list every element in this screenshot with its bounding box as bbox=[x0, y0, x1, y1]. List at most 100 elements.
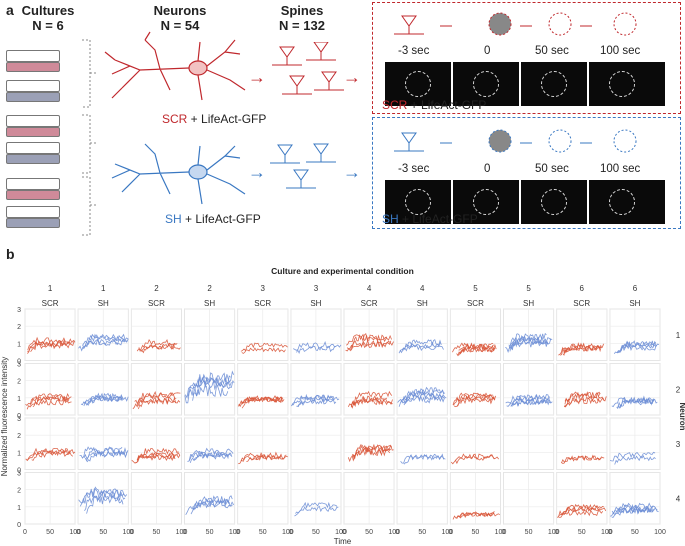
series-line bbox=[136, 447, 179, 461]
sh-lifeact: + LifeAct-GFP bbox=[181, 212, 261, 226]
series-line bbox=[509, 336, 549, 352]
series-line bbox=[505, 339, 549, 354]
scr-spines-drawing bbox=[272, 42, 344, 95]
right-axis-title: Neuron bbox=[678, 403, 685, 431]
x-tick-label: 0 bbox=[236, 529, 240, 536]
series-line bbox=[563, 342, 604, 354]
scr-micrograph bbox=[385, 62, 451, 106]
sh-timepoint-label: -3 sec bbox=[398, 163, 430, 175]
sh-timepoint-label: 100 sec bbox=[600, 163, 641, 175]
arrow-icon: → bbox=[248, 67, 266, 87]
sh-spine-sequence bbox=[394, 129, 637, 153]
x-tick-label: 50 bbox=[206, 529, 214, 536]
facet-condition-label: SH bbox=[204, 299, 215, 308]
series-line bbox=[611, 502, 654, 514]
facet-condition-label: SH bbox=[98, 299, 109, 308]
scr-timepoint-label: 50 sec bbox=[535, 45, 569, 57]
facet-chart-title: Culture and experimental condition bbox=[271, 266, 414, 276]
arrow-icon: → bbox=[343, 162, 361, 182]
series-line bbox=[558, 344, 602, 356]
facet-condition-label: SCR bbox=[467, 299, 484, 308]
y-tick-label: 2 bbox=[17, 379, 21, 386]
series-line bbox=[240, 451, 282, 462]
series-line bbox=[240, 342, 288, 352]
y-tick-label: 3 bbox=[17, 307, 21, 314]
series-line bbox=[292, 396, 335, 406]
y-tick-label: 2 bbox=[17, 488, 21, 495]
facet-condition-label: SCR bbox=[148, 299, 165, 308]
series-line bbox=[27, 336, 76, 351]
x-tick-label: 0 bbox=[502, 529, 506, 536]
series-line bbox=[561, 454, 605, 464]
scr-timepoint-label: 100 sec bbox=[600, 45, 641, 57]
series-line bbox=[505, 393, 550, 404]
y-tick-label: 2 bbox=[17, 433, 21, 440]
y-tick-label: 2 bbox=[17, 324, 21, 331]
series-line bbox=[398, 344, 444, 354]
arrow-icon: → bbox=[248, 162, 266, 182]
x-tick-label: 0 bbox=[289, 529, 293, 536]
x-tick-label: 50 bbox=[525, 529, 533, 536]
series-line bbox=[452, 392, 495, 406]
series-line bbox=[350, 396, 393, 409]
series-line bbox=[132, 396, 177, 410]
facet-culture-label: 1 bbox=[48, 284, 53, 293]
series-line bbox=[184, 385, 229, 404]
x-tick-label: 50 bbox=[578, 529, 586, 536]
spines-title: Spines bbox=[280, 3, 324, 18]
x-tick-label: 50 bbox=[365, 529, 373, 536]
facet-culture-label: 6 bbox=[580, 284, 585, 293]
series-line bbox=[134, 451, 181, 464]
series-line bbox=[238, 454, 288, 465]
series-line bbox=[25, 451, 74, 462]
series-line bbox=[397, 391, 445, 404]
scr-label: SCR + LifeAct-GFP bbox=[162, 112, 266, 126]
series-line bbox=[611, 506, 654, 519]
x-axis-title: Time bbox=[334, 537, 352, 546]
series-line bbox=[512, 398, 549, 407]
sh-box-lifeact: + LifeAct-GFP bbox=[398, 212, 478, 226]
x-tick-label: 0 bbox=[183, 529, 187, 536]
x-tick-label: 0 bbox=[608, 529, 612, 536]
series-line bbox=[80, 395, 123, 406]
x-tick-label: 0 bbox=[555, 529, 559, 536]
x-tick-label: 100 bbox=[388, 529, 400, 536]
y-tick-label: 0 bbox=[17, 359, 21, 366]
series-line bbox=[188, 447, 234, 462]
series-line bbox=[241, 346, 286, 354]
y-tick-label: 1 bbox=[17, 450, 21, 457]
culture-brackets bbox=[82, 39, 96, 236]
sh-label: SH + LifeAct-GFP bbox=[165, 212, 261, 226]
facet-culture-label: 5 bbox=[526, 284, 531, 293]
facet-condition-label: SCR bbox=[361, 299, 378, 308]
y-tick-label: 1 bbox=[17, 396, 21, 403]
series-line bbox=[189, 453, 229, 464]
x-tick-label: 100 bbox=[441, 529, 453, 536]
series-line bbox=[86, 495, 124, 514]
series-line bbox=[399, 341, 441, 354]
series-line bbox=[452, 342, 494, 353]
arrow-icon: → bbox=[343, 67, 361, 87]
series-line bbox=[619, 397, 658, 409]
sh-timelapse-box bbox=[372, 117, 681, 229]
series-line bbox=[403, 388, 446, 406]
series-line bbox=[83, 447, 129, 460]
y-tick-label: 3 bbox=[17, 362, 21, 369]
series-line bbox=[25, 395, 72, 406]
series-line bbox=[293, 340, 342, 351]
x-tick-label: 50 bbox=[153, 529, 161, 536]
series-line bbox=[350, 333, 388, 351]
series-line bbox=[187, 375, 231, 397]
sh-box-label: SH + LifeAct-GFP bbox=[382, 212, 478, 226]
neurons-count: N = 54 bbox=[160, 18, 200, 33]
facet-condition-label: SH bbox=[417, 299, 428, 308]
facet-neuron-label: 3 bbox=[676, 440, 681, 449]
x-tick-label: 50 bbox=[312, 529, 320, 536]
scr-neuron-drawing bbox=[104, 31, 246, 101]
sh-timepoint-label: 0 bbox=[484, 163, 491, 175]
cultures-title: Cultures bbox=[21, 3, 75, 18]
x-tick-label: 50 bbox=[472, 529, 480, 536]
scr-micrograph bbox=[453, 62, 519, 106]
x-tick-label: 50 bbox=[259, 529, 267, 536]
x-tick-label: 100 bbox=[335, 529, 347, 536]
